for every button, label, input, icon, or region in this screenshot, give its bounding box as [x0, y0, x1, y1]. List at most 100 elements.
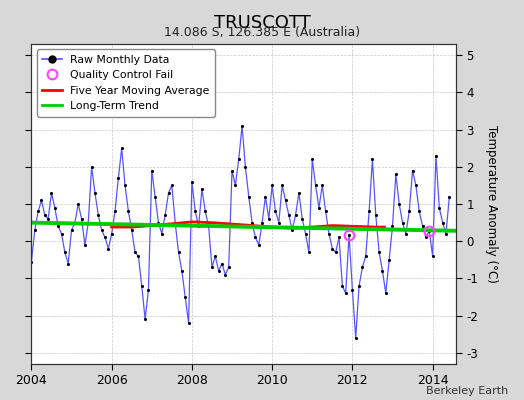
Point	[245, 193, 253, 200]
Point	[315, 204, 323, 211]
Point	[402, 230, 410, 237]
Point	[335, 234, 343, 241]
Point	[378, 268, 387, 274]
Point	[251, 234, 259, 241]
Point	[298, 216, 307, 222]
Point	[332, 249, 340, 256]
Point	[241, 164, 249, 170]
Point	[301, 230, 310, 237]
Point	[117, 145, 126, 151]
Point	[201, 208, 210, 215]
Point	[375, 249, 384, 256]
Point	[285, 212, 293, 218]
Point	[418, 223, 427, 230]
Legend: Raw Monthly Data, Quality Control Fail, Five Year Moving Average, Long-Term Tren: Raw Monthly Data, Quality Control Fail, …	[37, 50, 215, 116]
Point	[97, 227, 106, 233]
Point	[134, 253, 143, 259]
Point	[231, 182, 239, 188]
Point	[51, 204, 59, 211]
Point	[188, 178, 196, 185]
Point	[362, 253, 370, 259]
Point	[168, 182, 176, 188]
Point	[194, 223, 203, 230]
Point	[248, 220, 256, 226]
Point	[198, 186, 206, 192]
Point	[311, 182, 320, 188]
Point	[291, 212, 300, 218]
Point	[432, 152, 440, 159]
Point	[365, 208, 373, 215]
Point	[342, 290, 350, 296]
Point	[288, 227, 297, 233]
Point	[211, 253, 220, 259]
Point	[368, 156, 377, 162]
Point	[81, 242, 89, 248]
Point	[107, 230, 116, 237]
Point	[127, 227, 136, 233]
Point	[191, 208, 200, 215]
Point	[181, 294, 189, 300]
Point	[439, 220, 447, 226]
Point	[422, 234, 430, 241]
Point	[84, 220, 92, 226]
Point	[372, 212, 380, 218]
Point	[178, 268, 186, 274]
Point	[445, 193, 454, 200]
Point	[144, 286, 152, 293]
Point	[151, 193, 159, 200]
Point	[429, 253, 437, 259]
Text: 14.086 S, 126.385 E (Australia): 14.086 S, 126.385 E (Australia)	[164, 26, 360, 39]
Point	[165, 190, 173, 196]
Point	[415, 208, 423, 215]
Point	[321, 208, 330, 215]
Point	[141, 316, 149, 322]
Point	[358, 264, 367, 270]
Point	[71, 220, 79, 226]
Point	[131, 249, 139, 256]
Point	[78, 216, 86, 222]
Point	[408, 167, 417, 174]
Point	[27, 258, 36, 265]
Point	[238, 123, 246, 129]
Point	[174, 249, 183, 256]
Point	[184, 320, 193, 326]
Point	[268, 182, 276, 188]
Point	[398, 220, 407, 226]
Point	[352, 335, 360, 341]
Point	[104, 246, 113, 252]
Point	[88, 164, 96, 170]
Point	[214, 268, 223, 274]
Point	[218, 260, 226, 267]
Point	[148, 167, 156, 174]
Point	[338, 283, 346, 289]
Point	[161, 212, 169, 218]
Point	[442, 230, 450, 237]
Point	[328, 246, 336, 252]
Point	[171, 220, 179, 226]
Y-axis label: Temperature Anomaly (°C): Temperature Anomaly (°C)	[485, 125, 498, 283]
Point	[294, 190, 303, 196]
Point	[61, 249, 69, 256]
Point	[224, 264, 233, 270]
Point	[255, 242, 263, 248]
Point	[124, 208, 133, 215]
Point	[101, 234, 109, 241]
Point	[388, 223, 397, 230]
Point	[37, 197, 46, 204]
Point	[412, 182, 420, 188]
Point	[138, 283, 146, 289]
Point	[271, 208, 280, 215]
Point	[318, 182, 326, 188]
Point	[44, 216, 52, 222]
Point	[91, 190, 99, 196]
Point	[425, 228, 433, 234]
Point	[258, 220, 266, 226]
Point	[405, 208, 413, 215]
Point	[121, 182, 129, 188]
Point	[348, 286, 356, 293]
Point	[40, 212, 49, 218]
Point	[74, 201, 82, 207]
Point	[34, 208, 42, 215]
Text: Berkeley Earth: Berkeley Earth	[426, 386, 508, 396]
Point	[281, 197, 290, 204]
